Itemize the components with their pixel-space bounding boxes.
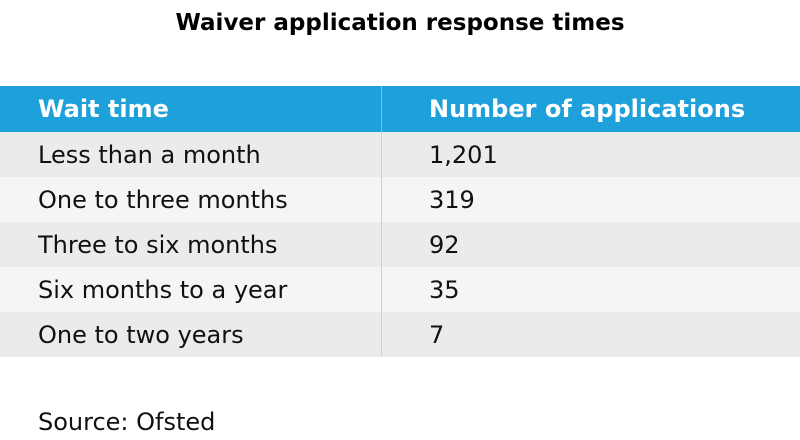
- wait-time-cell: Six months to a year: [0, 267, 382, 312]
- applications-count-cell: 92: [429, 230, 460, 259]
- column-header-number-of-applications: Number of applications: [429, 95, 746, 123]
- table-header-row: Wait time Number of applications: [0, 86, 800, 132]
- applications-count-cell: 319: [429, 185, 475, 214]
- applications-count-cell: 1,201: [429, 140, 498, 169]
- source-note: Source: Ofsted: [38, 408, 216, 436]
- table-row: Three to six months 92: [0, 222, 800, 267]
- applications-count-cell: 35: [429, 275, 460, 304]
- table-row: Less than a month 1,201: [0, 132, 800, 177]
- table-row: Six months to a year 35: [0, 267, 800, 312]
- wait-time-cell: One to three months: [0, 177, 382, 222]
- applications-count-cell: 7: [429, 320, 445, 349]
- data-table: Wait time Number of applications Less th…: [0, 86, 800, 357]
- wait-time-cell: Three to six months: [0, 222, 382, 267]
- wait-time-cell: Less than a month: [0, 132, 382, 177]
- table-row: One to two years 7: [0, 312, 800, 357]
- wait-time-cell: One to two years: [0, 312, 382, 357]
- table-title: Waiver application response times: [175, 10, 625, 36]
- column-header-wait-time: Wait time: [0, 86, 382, 132]
- table-row: One to three months 319: [0, 177, 800, 222]
